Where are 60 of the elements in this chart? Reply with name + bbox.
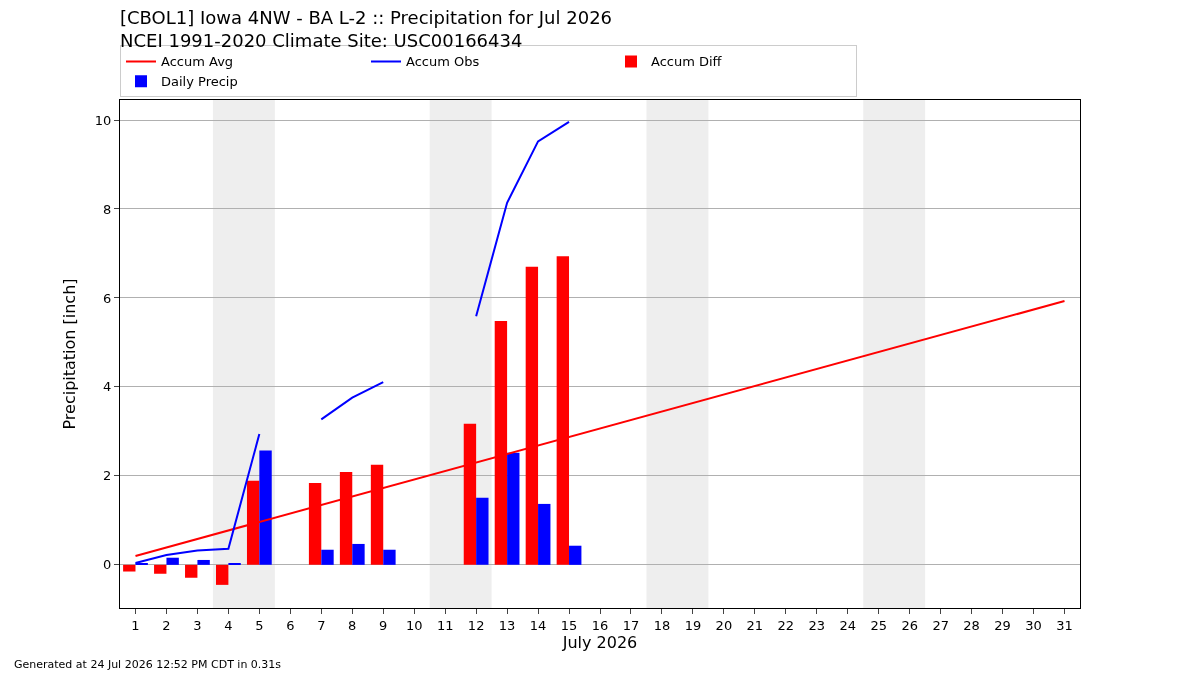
bar bbox=[383, 549, 396, 565]
bar bbox=[166, 557, 179, 565]
x-tick-label: 28 bbox=[963, 617, 980, 633]
bar bbox=[123, 564, 136, 572]
x-tick-label: 3 bbox=[193, 617, 202, 633]
bar bbox=[569, 545, 582, 565]
x-tick-label: 6 bbox=[286, 617, 295, 633]
text: Generated at 24 Jul 2026 12:52 PM CDT in 0.31s bbox=[14, 658, 282, 671]
bar bbox=[507, 452, 520, 565]
y-axis-title: Precipitation [inch] bbox=[59, 278, 79, 430]
x-tick-label: 9 bbox=[379, 617, 388, 633]
x-tick-label: 31 bbox=[1056, 617, 1073, 633]
x-tick-label: 13 bbox=[498, 617, 516, 633]
x-tick-label: 21 bbox=[746, 617, 764, 633]
x-tick-label: 23 bbox=[808, 617, 826, 633]
bar bbox=[352, 543, 365, 565]
bar bbox=[538, 503, 551, 565]
bar bbox=[321, 549, 334, 565]
y-tick-label: 8 bbox=[103, 201, 112, 217]
x-tick-label: 17 bbox=[622, 617, 640, 633]
x-tick-label: 22 bbox=[777, 617, 795, 633]
y-tick-label: 2 bbox=[103, 468, 112, 484]
x-tick-label: 10 bbox=[405, 617, 423, 633]
legend-label: Daily Precip bbox=[161, 74, 238, 90]
y-tick-label: 0 bbox=[103, 557, 112, 573]
y-tick-label: 10 bbox=[94, 112, 112, 128]
chart-subtitle: NCEI 1991-2020 Climate Site: USC00166434 bbox=[120, 30, 523, 52]
legend-label: Accum Diff bbox=[651, 54, 723, 70]
chart-title: [CBOL1] Iowa 4NW - BA L-2 :: Precipitation for Jul 2026 bbox=[120, 6, 613, 28]
x-tick-label: 26 bbox=[901, 617, 918, 633]
bar bbox=[476, 497, 489, 565]
x-tick-label: 18 bbox=[653, 617, 671, 633]
x-tick-label: 16 bbox=[591, 617, 609, 633]
bar bbox=[216, 564, 229, 585]
x-tick-label: 24 bbox=[839, 617, 857, 633]
x-tick-label: 27 bbox=[932, 617, 949, 633]
bar bbox=[154, 564, 167, 574]
x-tick-label: 2 bbox=[162, 617, 171, 633]
x-tick-label: 8 bbox=[348, 617, 357, 633]
x-tick-label: 19 bbox=[684, 617, 702, 633]
bar bbox=[259, 450, 272, 565]
legend-label: Accum Obs bbox=[406, 54, 480, 70]
bar bbox=[197, 559, 210, 565]
legend-label: Accum Avg bbox=[161, 54, 234, 70]
x-tick-label: 20 bbox=[715, 617, 733, 633]
x-tick-label: 4 bbox=[224, 617, 233, 633]
bar bbox=[185, 564, 198, 578]
y-tick-label: 4 bbox=[103, 379, 112, 395]
x-tick-label: 1 bbox=[131, 617, 140, 633]
x-axis-title: July 2026 bbox=[561, 632, 638, 652]
x-tick-label: 30 bbox=[1025, 617, 1042, 633]
x-tick-label: 12 bbox=[467, 617, 485, 633]
x-tick-label: 5 bbox=[255, 617, 264, 633]
x-tick-label: 15 bbox=[560, 617, 578, 633]
x-tick-label: 25 bbox=[870, 617, 887, 633]
x-tick-label: 14 bbox=[529, 617, 547, 633]
x-tick-label: 11 bbox=[436, 617, 454, 633]
x-tick-label: 29 bbox=[994, 617, 1011, 633]
y-tick-label: 6 bbox=[103, 290, 112, 306]
x-tick-label: 7 bbox=[317, 617, 326, 633]
